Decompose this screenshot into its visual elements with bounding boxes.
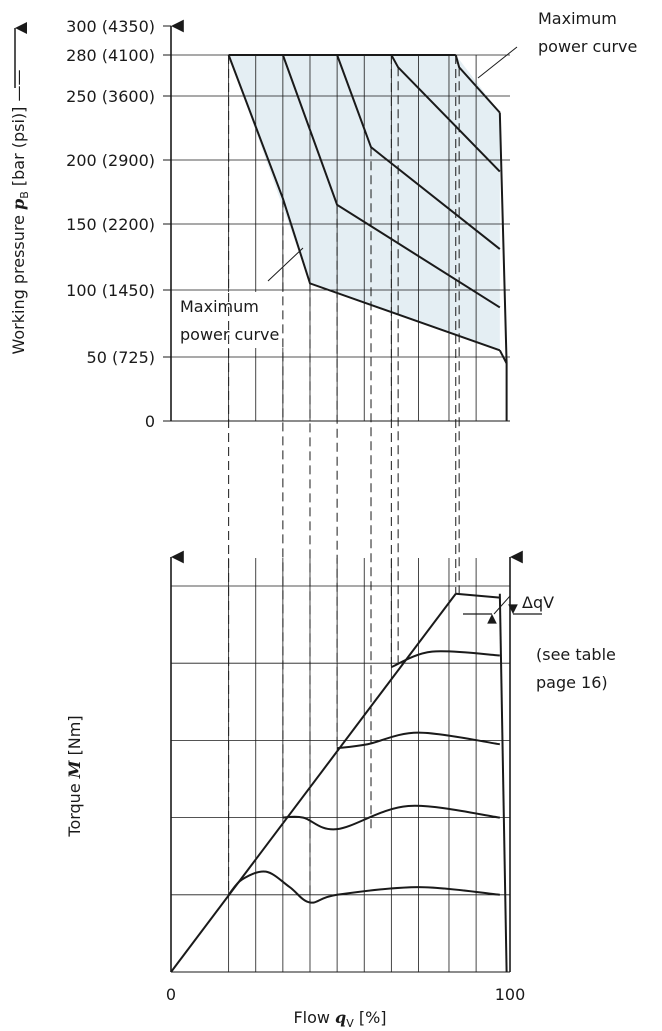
pressure-ytick-label: 280 (4100) [66, 46, 155, 65]
max-power-leader-right [477, 46, 518, 79]
see-table-line1: (see table [536, 645, 616, 664]
max-power-label-left-line2: power curve [180, 325, 279, 344]
max-power-leader-left [267, 247, 304, 282]
pressure-ytick-label: 100 (1450) [66, 281, 155, 300]
pressure-curve [498, 349, 508, 364]
pressure-ytick-label: 250 (3600) [66, 87, 155, 106]
delta-qv-label: ΔqV [522, 593, 554, 612]
pressure-ytick-labels: 0 50 (725) 100 (1450) 150 (2200) 200 (2900) 2… [66, 17, 155, 431]
max-power-label-left-box [174, 292, 307, 348]
torque-vertical-grid [228, 558, 477, 972]
torque-curve [170, 593, 457, 973]
torque-curve [227, 870, 500, 904]
pressure-curve [498, 112, 508, 421]
torque-horizontal-grid [171, 585, 510, 896]
delta-leader [493, 595, 511, 615]
torque-curve [498, 593, 508, 973]
torque-curve [336, 731, 500, 750]
max-power-label-right-line2: power curve [538, 37, 637, 56]
pressure-panel: 0 50 (725) 100 (1450) 150 (2200) 200 (2900) 2… [9, 9, 637, 431]
torque-xtick-label: 100 [495, 985, 526, 1004]
torque-xtick-labels: 0 100 [166, 985, 525, 1004]
torque-curve [455, 592, 500, 599]
y-axis-label-torque: Torque M [Nm] [65, 715, 84, 837]
torque-xtick-label: 0 [166, 985, 176, 1004]
torque-curve [282, 804, 500, 831]
pressure-curve [227, 54, 501, 352]
see-table-line2: page 16) [536, 673, 608, 692]
pressure-ytick-label: 300 (4350) [66, 17, 155, 36]
max-power-label-left-line1: Maximum [180, 297, 259, 316]
pressure-ytick-label: 0 [145, 412, 155, 431]
torque-curves [170, 592, 508, 973]
pressure-ytick-label: 150 (2200) [66, 215, 155, 234]
x-axis-label-flow: Flow qV [%] [293, 1008, 386, 1030]
torque-curve [390, 650, 500, 668]
max-power-label-right-line1: Maximum [538, 9, 617, 28]
pressure-ytick-label: 50 (725) [87, 348, 155, 367]
pressure-ytick-label: 200 (2900) [66, 151, 155, 170]
y-axis-label-pressure: Working pressure pB [bar (psi)] —— [9, 70, 31, 355]
torque-panel: Torque M [Nm] 0 100 Flow qV [%] ΔqV (see … [65, 550, 616, 1030]
